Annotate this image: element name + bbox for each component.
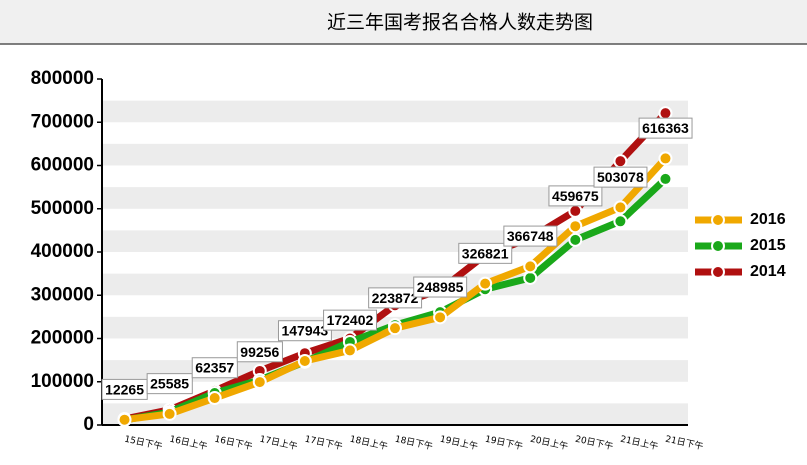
x-tick-label: 17日上午 [259,433,299,453]
data-label: 366748 [507,228,554,244]
data-label-box [458,242,513,264]
data-point [523,270,538,285]
data-point [613,200,628,215]
legend-marker [711,265,725,279]
data-point [613,154,628,169]
data-point [162,406,177,421]
data-label-box [503,225,558,247]
y-tick-label: 0 [83,414,94,435]
grid-band [102,230,688,252]
x-tick-label: 16日下午 [214,433,254,453]
data-label: 99256 [240,344,279,360]
data-point [297,354,312,369]
x-tick-label: 17日下午 [304,433,344,453]
data-point [342,343,357,358]
legend-label: 2016 [750,211,786,228]
y-tick-label: 700000 [31,111,94,132]
data-label-box [236,341,283,363]
y-tick-label: 400000 [31,241,94,262]
grid-band [102,143,688,166]
y-tick-label: 200000 [31,328,94,349]
data-label-group: 503078 [593,166,648,188]
x-tick-label: 20日下午 [574,433,614,453]
data-point [388,321,402,336]
y-tick-label: 100000 [31,371,94,392]
data-label-group: 223872 [368,287,423,309]
legend-marker [711,239,725,253]
data-point [568,232,583,247]
y-tick-label: 500000 [31,198,94,219]
x-tick-label: 21日下午 [664,433,704,453]
x-tick-label: 19日下午 [484,433,524,453]
data-label: 459675 [552,188,599,204]
data-label: 25585 [150,376,189,392]
data-label: 616363 [642,120,689,136]
y-tick-label: 800000 [31,68,94,89]
data-label-group: 147943 [277,320,332,342]
x-tick-label: 18日下午 [394,433,434,453]
data-label-box [323,309,377,331]
data-point [658,106,673,121]
legend-label: 2014 [750,263,786,280]
data-label-group: 616363 [638,117,693,139]
data-point [658,171,673,186]
data-point [252,375,267,390]
data-label-group: 12265 [101,378,148,400]
grid-band [102,403,688,425]
data-label: 326821 [462,245,509,261]
data-point [523,259,538,274]
data-label: 12265 [105,381,144,397]
data-label: 248985 [417,279,464,295]
legend-marker [711,213,725,227]
data-label-group: 326821 [458,242,513,264]
data-point [478,276,493,291]
data-point [568,219,583,234]
data-label: 147943 [281,323,328,339]
chart-title: 近三年国考报名合格人数走势图 [327,12,593,34]
x-tick-label: 18日上午 [349,433,389,453]
data-label-group: 248985 [413,276,468,298]
data-point [568,203,583,218]
grid-band [102,273,688,296]
data-point [207,391,222,406]
data-label-group: 366748 [503,225,558,247]
data-label: 172402 [327,312,374,328]
data-point [433,310,448,325]
data-label-box [277,320,332,342]
data-label-group: 62357 [191,357,238,379]
y-tick-label: 600000 [31,155,94,176]
data-label-box [413,276,468,298]
data-label-box [548,185,603,207]
data-label: 503078 [597,169,644,185]
data-label-group: 25585 [146,373,193,395]
grid-band [102,187,688,209]
data-label: 223872 [372,290,419,306]
x-tick-label: 15日下午 [123,433,163,453]
data-point [613,214,628,229]
x-tick-label: 20日上午 [529,433,569,453]
data-point [117,412,132,427]
data-label-group: 172402 [323,309,377,331]
x-tick-label: 21日上午 [619,433,659,453]
grid-band [102,100,688,123]
data-label-group: 459675 [548,185,603,207]
data-label-box [638,117,693,139]
header [0,0,807,44]
data-label-box [593,166,648,188]
data-label-box [191,357,238,379]
y-tick-label: 300000 [31,284,94,305]
x-tick-label: 19日上午 [439,433,479,453]
legend-label: 2015 [750,237,786,254]
data-label: 62357 [195,360,234,376]
data-label-box [368,287,423,309]
data-label-group: 99256 [236,341,283,363]
x-tick-label: 16日上午 [168,433,208,453]
data-label-box [146,373,193,395]
data-point [658,151,673,166]
